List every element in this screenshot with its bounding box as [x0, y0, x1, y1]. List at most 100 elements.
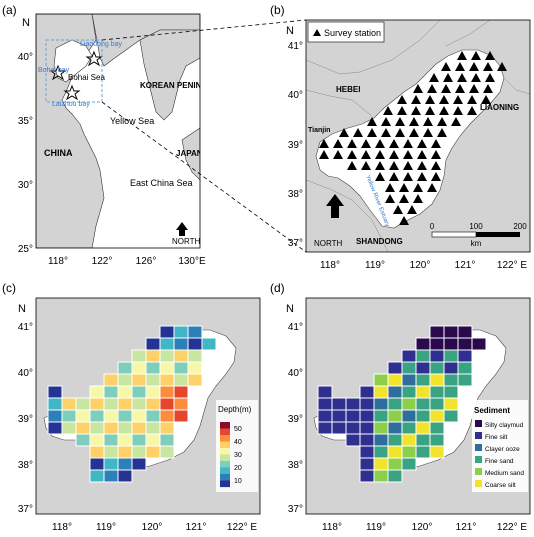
panel-b-x-ticks: 118° 119° 120° 121° 122° E: [320, 260, 527, 271]
panel-b: (b) N Survey station HEBEI Tianjin LIAON…: [270, 3, 531, 271]
sediment-cell: [443, 373, 459, 387]
depth-cell: [117, 457, 133, 471]
sediment-cell: [443, 325, 459, 339]
panel-a-label: (a): [2, 3, 17, 17]
panel-c-x-ticks: 118° 119° 120° 121° 122° E: [52, 522, 257, 533]
panel-a-xtick: 118°: [48, 256, 68, 267]
panel-c-frame: [35, 297, 261, 515]
panel-b-xtick: 121°: [455, 260, 476, 271]
sediment-cell: [331, 421, 347, 435]
sediment-cell: [387, 373, 403, 387]
panel-c-ytick: 41°: [18, 322, 33, 333]
depth-cell: [75, 421, 91, 435]
depth-cell: [131, 409, 147, 423]
north-arrow-icon: [326, 194, 344, 218]
depth-cell: [103, 397, 119, 411]
depth-cell: [131, 433, 147, 447]
depth-cell: [131, 397, 147, 411]
panel-a-xtick: 126°: [136, 256, 157, 267]
depth-cell: [159, 385, 175, 399]
station-marker: [395, 128, 405, 137]
station-marker: [375, 161, 385, 170]
sediment-cell: [429, 433, 445, 447]
sediment-cell: [359, 409, 375, 423]
sediment-legend-title: Sediment: [474, 406, 510, 415]
station-marker: [483, 84, 493, 93]
sediment-cell: [443, 349, 459, 363]
station-marker: [441, 62, 451, 71]
station-marker: [417, 150, 427, 159]
panel-b-ytick: 41°: [288, 41, 303, 52]
sediment-cell: [317, 421, 333, 435]
hebei-label: HEBEI: [336, 85, 360, 94]
station-marker: [413, 194, 423, 203]
panel-c-xtick: 121°: [186, 522, 207, 533]
station-marker: [397, 106, 407, 115]
depth-colorbar: Depth(m) 50 40 30 20 10: [216, 400, 258, 492]
sediment-legend: Sediment Silty claymud Fine silt Clayer oo…: [472, 400, 528, 492]
depth-cell: [89, 433, 105, 447]
depth-cell: [117, 445, 133, 459]
panel-a-ytick: 30°: [18, 180, 33, 191]
scale-tick: 200: [513, 222, 527, 231]
station-marker: [471, 73, 481, 82]
sediment-cell: [415, 397, 431, 411]
sediment-cell: [429, 421, 445, 435]
sediment-cell: [387, 421, 403, 435]
depth-cell: [145, 385, 161, 399]
depth-cell: [117, 385, 133, 399]
sediment-legend-swatch: [475, 468, 482, 475]
station-marker: [467, 95, 477, 104]
sediment-cell: [429, 349, 445, 363]
depth-cell: [187, 361, 203, 375]
depth-cell: [61, 421, 77, 435]
panel-b-legend-label: Survey station: [324, 28, 381, 38]
station-marker: [399, 216, 409, 225]
sediment-cell: [401, 445, 417, 459]
station-marker: [485, 73, 495, 82]
sediment-cell: [401, 349, 417, 363]
station-marker: [431, 161, 441, 170]
panel-c-xtick: 122° E: [227, 522, 257, 533]
panel-b-ytick: 37°: [288, 238, 303, 249]
panel-d-north-label: N: [286, 303, 294, 315]
sediment-cell: [429, 325, 445, 339]
sediment-cell: [359, 457, 375, 471]
station-marker: [409, 117, 419, 126]
panel-d-label: (d): [270, 281, 285, 295]
station-marker: [399, 194, 409, 203]
depth-cell: [61, 409, 77, 423]
depth-cell: [117, 409, 133, 423]
depth-cell: [173, 373, 189, 387]
depth-cell: [173, 325, 189, 339]
liaodong-land: [91, 14, 200, 67]
panel-d-ytick: 39°: [288, 414, 303, 425]
sediment-cell: [387, 361, 403, 375]
station-marker: [485, 51, 495, 60]
station-marker: [457, 51, 467, 60]
panel-b-y-ticks: 41° 40° 39° 38° 37°: [288, 41, 303, 249]
sediment-cell: [415, 337, 431, 351]
north-arrow-icon: [176, 222, 188, 236]
depth-cell: [173, 385, 189, 399]
station-marker: [409, 128, 419, 137]
panel-a-xtick: 122°: [92, 256, 113, 267]
panel-b-north-label: N: [286, 25, 294, 37]
sediment-cell: [471, 337, 487, 351]
sediment-cell: [387, 409, 403, 423]
scale-unit: km: [471, 239, 482, 248]
panel-c-xtick: 120°: [142, 522, 163, 533]
depth-cell: [159, 361, 175, 375]
station-marker: [441, 84, 451, 93]
sediment-legend-swatch: [475, 420, 482, 427]
sediment-cell: [443, 409, 459, 423]
station-marker: [411, 106, 421, 115]
station-marker: [389, 150, 399, 159]
sediment-cell: [415, 445, 431, 459]
scale-tick: 0: [430, 222, 435, 231]
depth-cell: [47, 385, 63, 399]
sediment-legend-label: Fine sand: [485, 458, 514, 465]
colorbar-swatch: [220, 428, 230, 436]
station-marker: [367, 128, 377, 137]
colorbar-swatch: [220, 461, 230, 468]
